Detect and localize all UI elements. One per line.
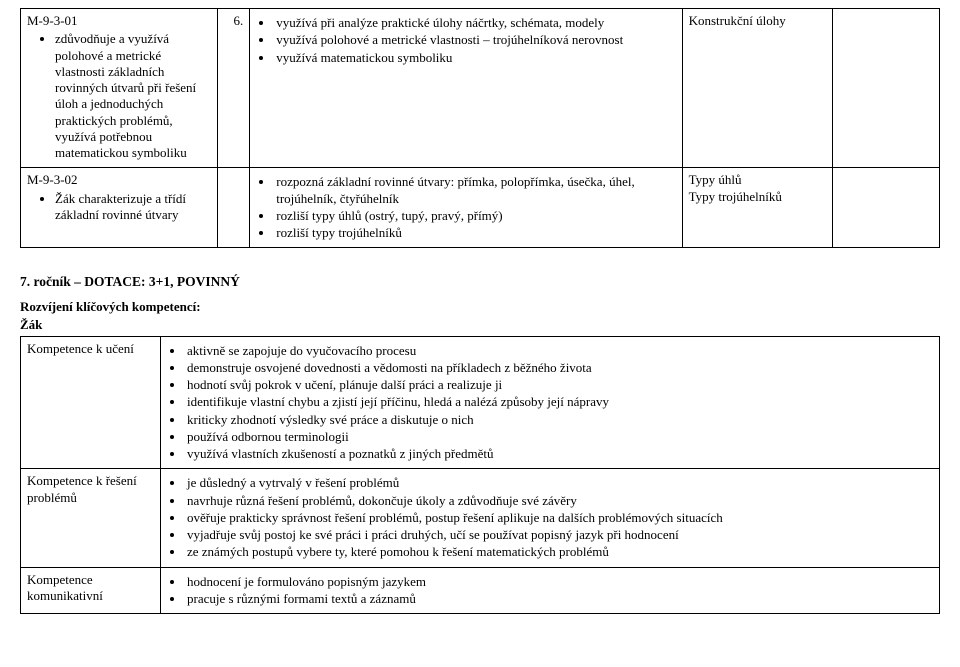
list-item: rozpozná základní rovinné útvary: přímka… — [274, 174, 675, 207]
list-item: identifikuje vlastní chybu a zjistí její… — [185, 394, 933, 410]
grade-number — [218, 168, 250, 248]
outcome-cell: M-9-3-01 zdůvodňuje a využívá polohové a … — [21, 9, 218, 168]
competencies-table: Kompetence k učení aktivně se zapojuje do… — [20, 336, 940, 615]
competence-label: Kompetence k učení — [21, 336, 161, 469]
outcome-code: M-9-3-02 — [27, 172, 211, 188]
list-item: vyjadřuje svůj postoj ke své práci i prá… — [185, 527, 933, 543]
list-item: pracuje s různými formami textů a záznam… — [185, 591, 933, 607]
outcome-list: Žák charakterizuje a třídí základní rovi… — [55, 191, 211, 224]
table-row: Kompetence komunikativní hodnocení je for… — [21, 567, 940, 614]
list-item: využívá při analýze praktické úlohy náčr… — [274, 15, 675, 31]
list-item: Žák charakterizuje a třídí základní rovi… — [55, 191, 211, 224]
activity-list: využívá při analýze praktické úlohy náčr… — [274, 15, 675, 66]
table-row: M-9-3-01 zdůvodňuje a využívá polohové a … — [21, 9, 940, 168]
competence-label: Kompetence komunikativní — [21, 567, 161, 614]
table-row: M-9-3-02 Žák charakterizuje a třídí zákla… — [21, 168, 940, 248]
list-item: aktivně se zapojuje do vyučovacího proce… — [185, 343, 933, 359]
competence-items: je důsledný a vytrvalý v řešení problémů… — [185, 475, 933, 560]
competence-items-cell: hodnocení je formulováno popisným jazyke… — [161, 567, 940, 614]
outcome-code: M-9-3-01 — [27, 13, 211, 29]
outcome-cell: M-9-3-02 Žák charakterizuje a třídí zákla… — [21, 168, 218, 248]
list-item: hodnotí svůj pokrok v učení, plánuje dal… — [185, 377, 933, 393]
empty-cell — [833, 168, 940, 248]
activity-cell: rozpozná základní rovinné útvary: přímka… — [250, 168, 682, 248]
list-item: zdůvodňuje a využívá polohové a metrické… — [55, 31, 211, 161]
competence-items-cell: aktivně se zapojuje do vyučovacího proce… — [161, 336, 940, 469]
table-row: Kompetence k řešení problémů je důsledný … — [21, 469, 940, 567]
list-item: ze známých postupů vybere ty, které pomo… — [185, 544, 933, 560]
competencies-title: Rozvíjení klíčových kompetencí: — [20, 299, 940, 315]
grade-number: 6. — [218, 9, 250, 168]
topic-cell: Konstrukční úlohy — [682, 9, 833, 168]
section-title: 7. ročník – DOTACE: 3+1, POVINNÝ — [20, 274, 940, 291]
table-row: Kompetence k učení aktivně se zapojuje do… — [21, 336, 940, 469]
list-item: ověřuje prakticky správnost řešení probl… — [185, 510, 933, 526]
list-item: využívá matematickou symboliku — [274, 50, 675, 66]
list-item: kriticky zhodnotí výsledky své práce a d… — [185, 412, 933, 428]
empty-cell — [833, 9, 940, 168]
list-item: rozliší typy úhlů (ostrý, tupý, pravý, p… — [274, 208, 675, 224]
list-item: demonstruje osvojené dovednosti a vědomo… — [185, 360, 933, 376]
competence-items: aktivně se zapojuje do vyučovacího proce… — [185, 343, 933, 463]
activity-cell: využívá při analýze praktické úlohy náčr… — [250, 9, 682, 168]
page-root: M-9-3-01 zdůvodňuje a využívá polohové a … — [0, 0, 960, 638]
competence-label: Kompetence k řešení problémů — [21, 469, 161, 567]
topic-cell: Typy úhlů Typy trojúhelníků — [682, 168, 833, 248]
curriculum-table: M-9-3-01 zdůvodňuje a využívá polohové a … — [20, 8, 940, 248]
list-item: hodnocení je formulováno popisným jazyke… — [185, 574, 933, 590]
list-item: využívá polohové a metrické vlastnosti –… — [274, 32, 675, 48]
list-item: používá odbornou terminologii — [185, 429, 933, 445]
list-item: navrhuje různá řešení problémů, dokončuj… — [185, 493, 933, 509]
zak-label: Žák — [20, 317, 940, 333]
list-item: je důsledný a vytrvalý v řešení problémů — [185, 475, 933, 491]
competence-items-cell: je důsledný a vytrvalý v řešení problémů… — [161, 469, 940, 567]
activity-list: rozpozná základní rovinné útvary: přímka… — [274, 174, 675, 241]
competence-items: hodnocení je formulováno popisným jazyke… — [185, 574, 933, 608]
list-item: využívá vlastních zkušeností a poznatků … — [185, 446, 933, 462]
outcome-list: zdůvodňuje a využívá polohové a metrické… — [55, 31, 211, 161]
list-item: rozliší typy trojúhelníků — [274, 225, 675, 241]
